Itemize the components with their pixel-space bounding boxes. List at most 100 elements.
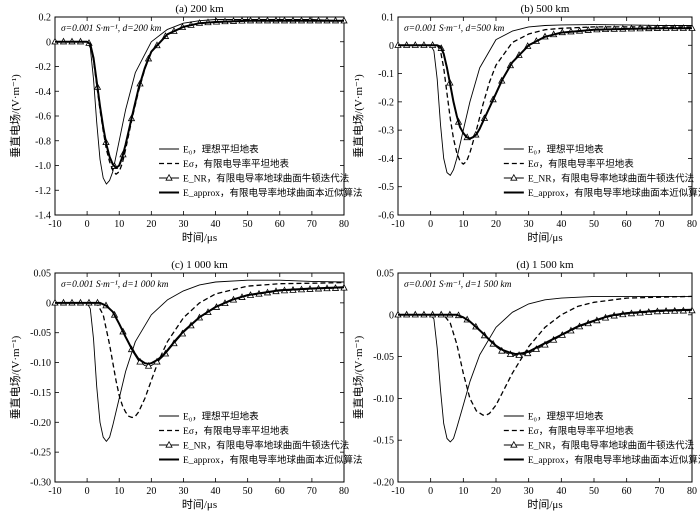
x-tick-label: 80 bbox=[339, 219, 349, 230]
y-tick-label: -0.2 bbox=[378, 97, 394, 108]
y-axis-title: 垂直电场/(V·m⁻¹) bbox=[8, 74, 22, 158]
y-tick-label: -0.10 bbox=[373, 394, 394, 405]
y-tick-label: -0.6 bbox=[378, 211, 394, 222]
y-tick-label: 0 bbox=[389, 41, 394, 52]
y-tick-label: 0.2 bbox=[39, 13, 52, 24]
y-tick-label: -0.6 bbox=[35, 112, 51, 123]
series-line-3 bbox=[55, 286, 345, 365]
x-tick-label: 40 bbox=[211, 219, 221, 230]
series-line-3 bbox=[55, 19, 344, 169]
series-line-1 bbox=[55, 281, 345, 419]
series-line-0 bbox=[55, 19, 345, 185]
x-tick-label: -10 bbox=[48, 219, 61, 230]
x-tick-label: 0 bbox=[85, 486, 90, 497]
x-tick-label: 10 bbox=[458, 219, 468, 230]
y-axis-title: 垂直电场/(V·m⁻¹) bbox=[351, 74, 365, 158]
x-tick-label: 20 bbox=[491, 219, 501, 230]
legend-label: E_approx，有限电导率地球曲面本近似算法 bbox=[183, 454, 362, 466]
x-tick-label: 80 bbox=[687, 486, 697, 497]
triangle-marker bbox=[144, 361, 153, 369]
legend-marker bbox=[510, 440, 518, 448]
parameter-annotation: σ=0.001 S·m⁻¹, d=200 km bbox=[61, 24, 161, 34]
x-tick-label: 20 bbox=[146, 486, 156, 497]
legend-label: E_NR，有限电导率地球曲面牛顿迭代法 bbox=[528, 440, 694, 452]
x-tick-label: 60 bbox=[275, 486, 285, 497]
y-tick-label: -0.20 bbox=[30, 418, 51, 429]
x-tick-label: 40 bbox=[556, 486, 566, 497]
x-tick-label: -10 bbox=[391, 219, 404, 230]
series-line-0 bbox=[398, 24, 692, 176]
legend-marker bbox=[165, 173, 173, 181]
x-tick-label: 60 bbox=[622, 219, 632, 230]
x-tick-label: 10 bbox=[458, 486, 468, 497]
x-tick-label: -10 bbox=[48, 486, 61, 497]
legend-label: E₀，理想平坦地表 bbox=[183, 411, 259, 423]
series-line-3 bbox=[398, 27, 692, 140]
y-tick-label: 0 bbox=[46, 298, 51, 309]
panel-title: (b) 500 km bbox=[521, 3, 570, 15]
x-tick-label: 10 bbox=[114, 486, 124, 497]
x-axis-title: 时间/μs bbox=[527, 498, 562, 511]
x-tick-label: 30 bbox=[178, 486, 188, 497]
panel-title: (d) 1 500 km bbox=[516, 259, 574, 271]
x-tick-label: 60 bbox=[275, 219, 285, 230]
y-tick-label: 0.1 bbox=[382, 13, 395, 24]
y-tick-label: -0.5 bbox=[378, 182, 394, 193]
y-tick-label: -1.0 bbox=[35, 161, 51, 172]
y-tick-label: -0.4 bbox=[378, 154, 394, 165]
x-tick-label: 50 bbox=[243, 219, 253, 230]
legend-label: E₀，理想平坦地表 bbox=[528, 144, 604, 156]
y-tick-label: 0 bbox=[389, 310, 394, 321]
y-axis-title: 垂直电场/(V·m⁻¹) bbox=[8, 335, 22, 419]
series-line-1 bbox=[398, 295, 693, 416]
plot-frame bbox=[397, 16, 693, 216]
chart-panel-2: (c) 1 000 kmσ=0.001 S·m⁻¹, d=1 000 km -10… bbox=[8, 259, 362, 511]
x-tick-label: 70 bbox=[307, 486, 317, 497]
series-line-3 bbox=[398, 308, 693, 356]
legend-label: E₀，理想平坦地表 bbox=[528, 411, 604, 423]
y-tick-label: 0 bbox=[46, 37, 51, 48]
parameter-annotation: σ=0.001 S·m⁻¹, d=1 500 km bbox=[404, 280, 512, 290]
y-tick-label: -0.4 bbox=[35, 87, 51, 98]
plot-frame bbox=[54, 272, 345, 483]
y-tick-label: 0.05 bbox=[377, 269, 395, 280]
legend-label: E_NR，有限电导率地球曲面牛顿迭代法 bbox=[528, 173, 694, 185]
x-tick-label: 40 bbox=[211, 486, 221, 497]
x-tick-label: 70 bbox=[307, 219, 317, 230]
x-tick-label: 70 bbox=[654, 486, 664, 497]
x-tick-label: 80 bbox=[687, 219, 697, 230]
y-tick-label: -0.1 bbox=[378, 69, 394, 80]
legend-label: E_NR，有限电导率地球曲面牛顿迭代法 bbox=[183, 440, 349, 452]
legend-label: Eσ，有限电导率平坦地表 bbox=[528, 425, 634, 437]
y-tick-label: -0.8 bbox=[35, 136, 51, 147]
y-tick-label: -0.3 bbox=[378, 126, 394, 137]
x-tick-label: 50 bbox=[589, 219, 599, 230]
x-tick-label: 0 bbox=[85, 219, 90, 230]
x-axis-title: 时间/μs bbox=[182, 498, 217, 511]
legend-label: E_approx，有限电导率地球曲面本近似算法 bbox=[528, 187, 700, 199]
y-tick-label: -0.15 bbox=[30, 388, 51, 399]
panel-title: (a) 200 km bbox=[175, 3, 224, 15]
y-axis-title: 垂直电场/(V·m⁻¹) bbox=[351, 335, 365, 419]
chart-panel-0: (a) 200 km σ=0.001 S·m⁻¹, d=200 km -10 0 10 2… bbox=[8, 3, 362, 244]
y-tick-label: -1.4 bbox=[35, 211, 51, 222]
series-line-1 bbox=[398, 26, 692, 165]
y-tick-label: -0.2 bbox=[35, 62, 51, 73]
legend-label: E_approx，有限电导率地球曲面本近似算法 bbox=[528, 454, 700, 466]
x-tick-label: 0 bbox=[428, 219, 433, 230]
chart-panel-3: (d) 1 500 km σ=0.001 S·m⁻¹, d=1 500 km -10… bbox=[351, 259, 700, 511]
y-tick-label: -0.15 bbox=[373, 436, 394, 447]
legend-marker bbox=[165, 440, 173, 448]
x-tick-label: 20 bbox=[146, 219, 156, 230]
legend-marker bbox=[510, 173, 518, 181]
series-line-2 bbox=[55, 287, 345, 367]
y-tick-label: -0.20 bbox=[373, 478, 394, 489]
y-tick-label: -1.2 bbox=[35, 186, 51, 197]
y-tick-label: -0.05 bbox=[373, 352, 394, 363]
parameter-annotation: σ=0.001 S·m⁻¹, d=1 000 km bbox=[61, 280, 169, 290]
x-tick-label: 10 bbox=[114, 219, 124, 230]
x-tick-label: 0 bbox=[428, 486, 433, 497]
x-tick-label: 60 bbox=[622, 486, 632, 497]
x-tick-label: 50 bbox=[243, 486, 253, 497]
